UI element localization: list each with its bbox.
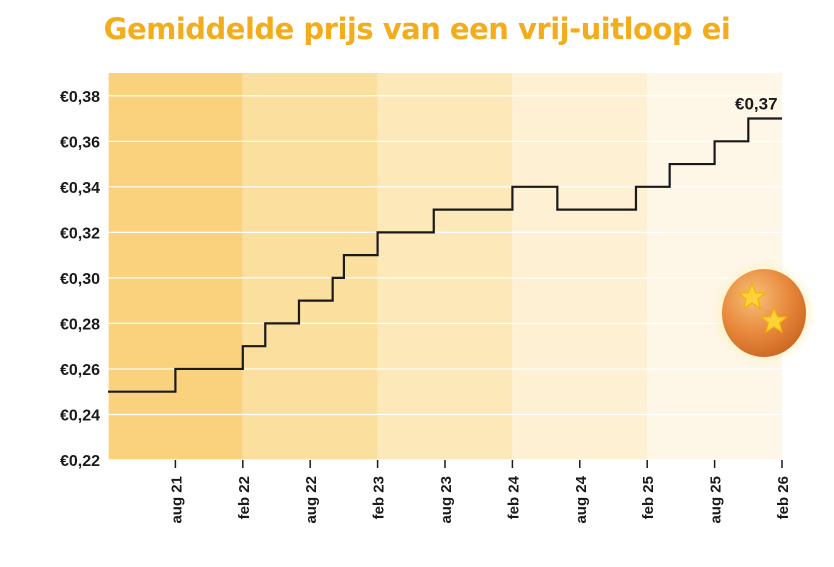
x-tick-label: aug 24 [573, 475, 590, 523]
y-axis-ticks: €0,22 €0,24 €0,26 €0,28 €0,30 €0,32 €0,34 €0,36… [60, 89, 100, 470]
y-tick-label: €0,32 [60, 225, 100, 242]
x-tick-label: feb 25 [640, 476, 657, 519]
x-tick-label: feb 23 [371, 476, 388, 519]
series-layer: €0,37 [107, 95, 783, 393]
x-tick-label: aug 21 [168, 476, 185, 524]
y-tick-label: €0,38 [60, 89, 100, 106]
y-tick-label: €0,22 [60, 453, 100, 470]
y-tick-label: €0,30 [60, 271, 100, 288]
chart-title: Gemiddelde prijs van een vrij-uitloop ei [103, 12, 731, 46]
background-band [108, 73, 243, 460]
series-line [108, 117, 782, 393]
y-tick-label: €0,24 [60, 407, 100, 424]
y-tick-label: €0,36 [60, 134, 100, 151]
star-icon [737, 282, 767, 310]
x-tick-label: feb 24 [505, 475, 522, 519]
x-tick-label: aug 22 [303, 476, 320, 524]
background-band [512, 73, 648, 460]
x-tick-label: aug 23 [438, 476, 455, 524]
x-tick-label: aug 25 [708, 476, 725, 524]
background-band [377, 73, 513, 460]
y-tick-label: €0,28 [60, 316, 100, 333]
y-tick-label: €0,26 [60, 362, 100, 379]
egg-illustration [712, 261, 816, 365]
background-bands [108, 73, 782, 460]
y-tick-label: €0,34 [60, 180, 100, 197]
star-icon [759, 306, 789, 334]
background-band [242, 73, 378, 460]
x-tick-label: feb 22 [236, 476, 253, 519]
x-axis-ticks: aug 21 feb 22 aug 22 feb 23 aug 23 feb 24 aug … [168, 460, 792, 524]
x-tick-label: feb 26 [775, 476, 792, 519]
data-label: €0,37 [735, 95, 778, 114]
